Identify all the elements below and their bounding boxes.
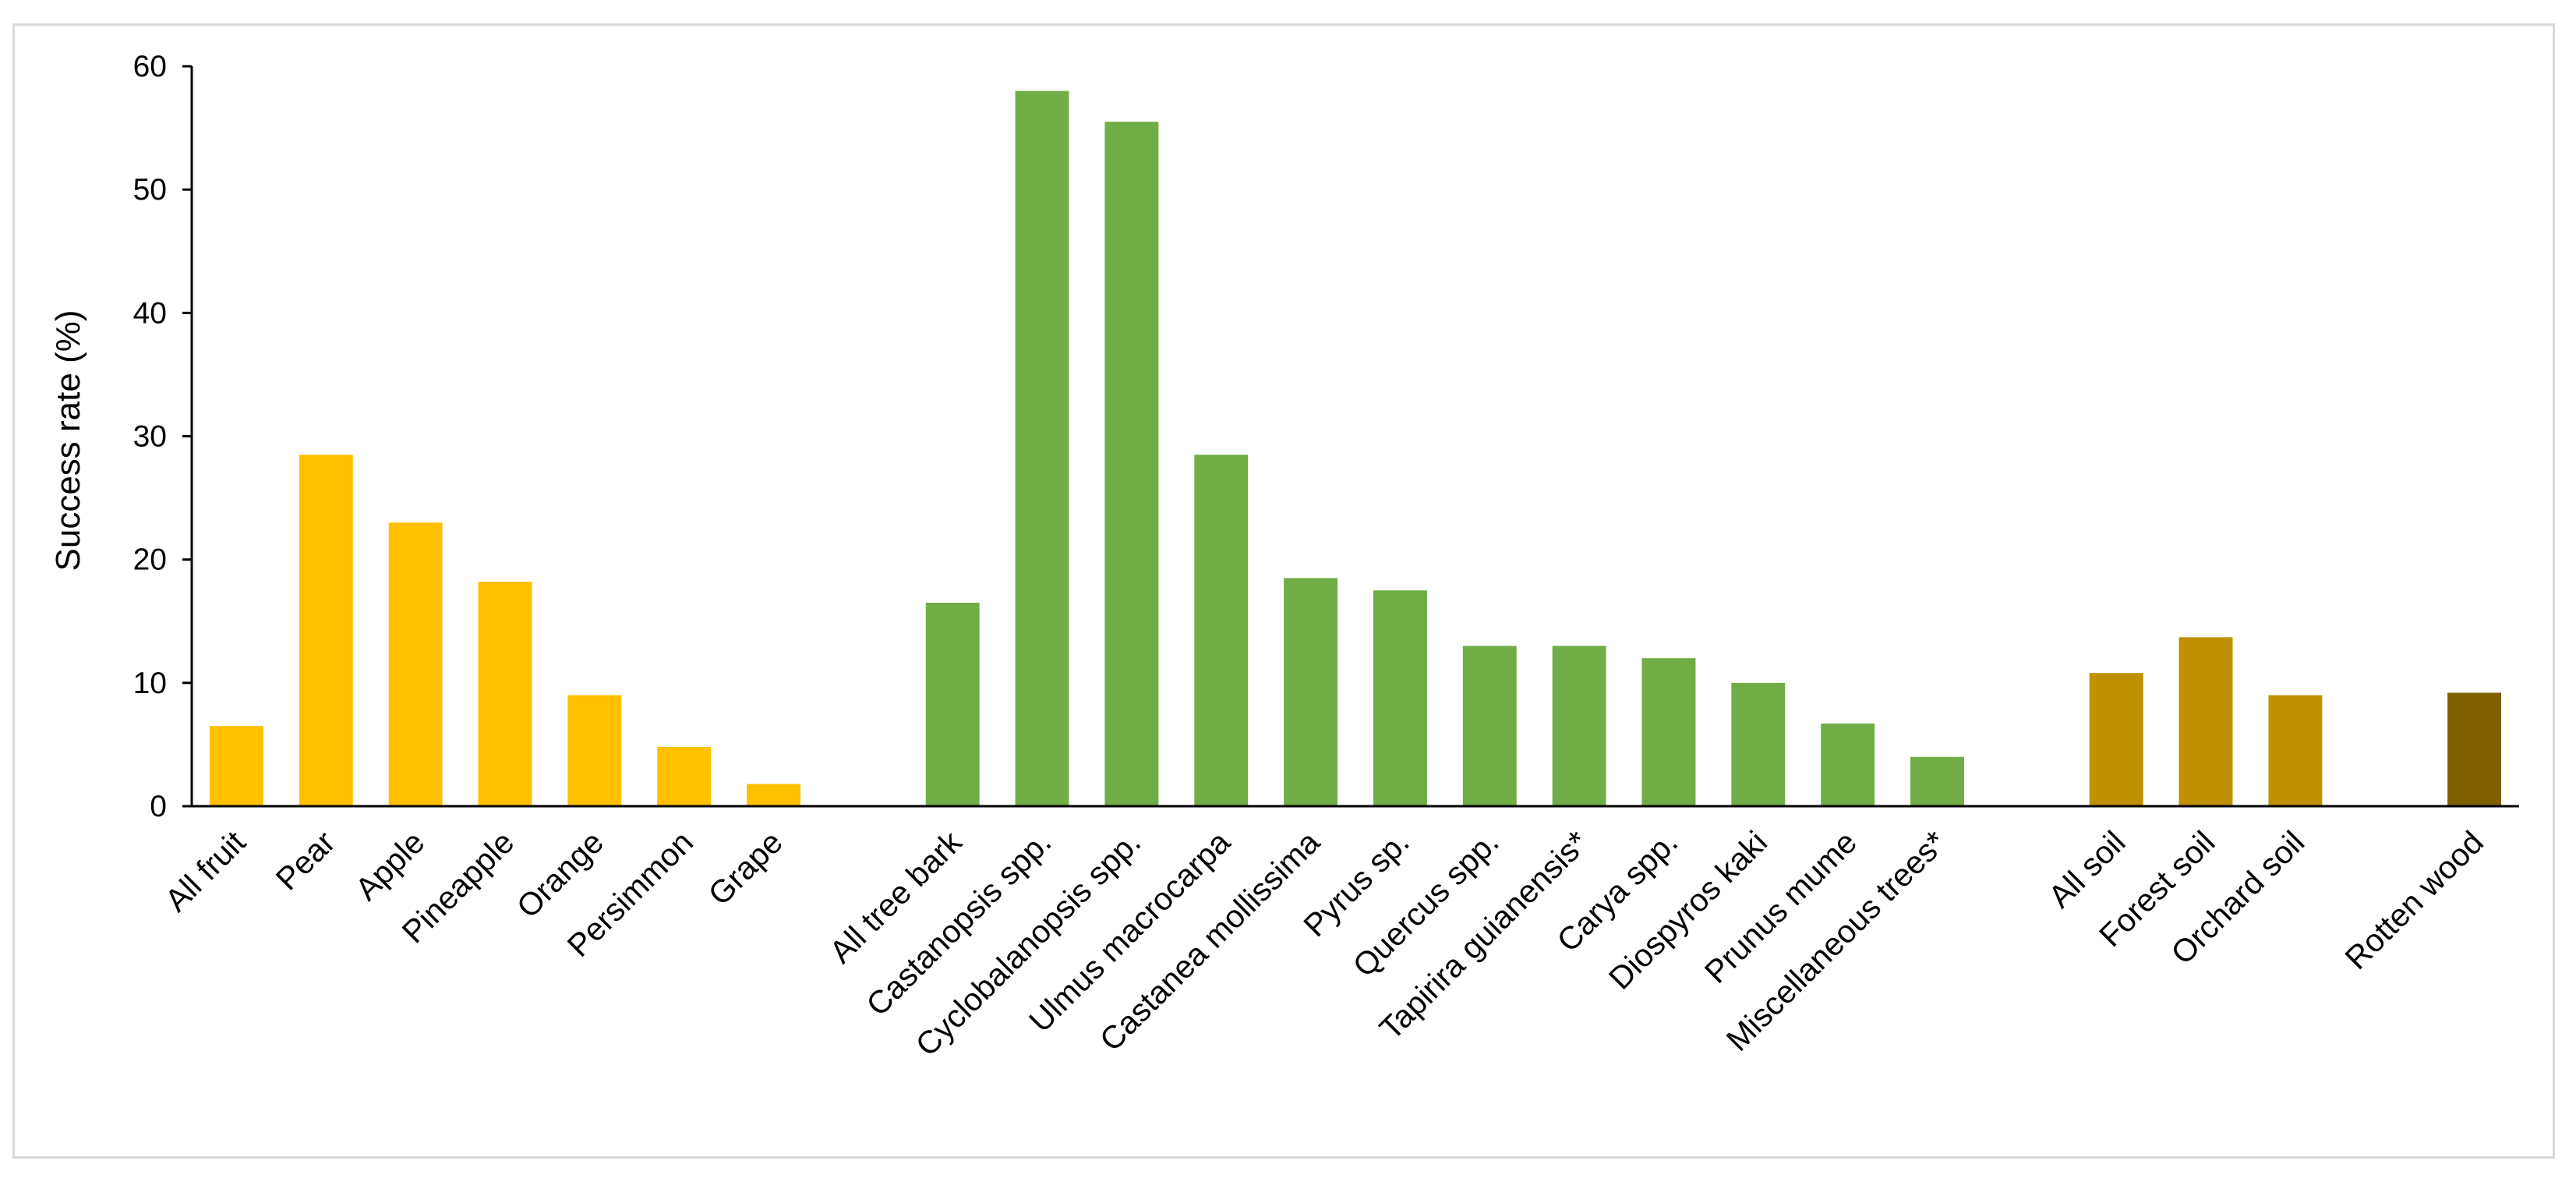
bar-orchard-soil <box>2268 695 2323 806</box>
bar-pyrus-sp <box>1373 590 1427 806</box>
bar-carya-spp <box>1641 658 1696 806</box>
y-tick-label-60: 60 <box>133 50 167 83</box>
category-label-grape: Grape <box>701 824 790 912</box>
bars-layer <box>209 90 2502 807</box>
bar-persimmon <box>657 747 712 806</box>
bar-castanopsis-spp <box>1015 90 1069 807</box>
bar-diospyros-kaki <box>1731 682 1786 806</box>
bar-tapirira-guianensis <box>1552 646 1606 806</box>
bar-all-soil <box>2089 673 2143 806</box>
category-label-prunus-mume: Prunus mume <box>1698 824 1864 990</box>
bar-apple <box>388 522 443 806</box>
y-tick-label-20: 20 <box>133 543 167 577</box>
y-tick-labels: 0 10 20 30 40 50 60 <box>133 50 167 823</box>
bar-grape <box>747 784 800 806</box>
category-label-rotten-wood: Rotten wood <box>2338 824 2490 976</box>
y-tick-label-30: 30 <box>133 420 167 454</box>
bar-castanea-mollissima <box>1284 578 1338 806</box>
category-label-apple: Apple <box>348 824 432 908</box>
bar-orange <box>567 695 622 806</box>
bar-pear <box>299 455 353 806</box>
axis-layer <box>182 65 2519 808</box>
y-tick-label-0: 0 <box>150 790 167 823</box>
category-label-diospyros-kaki: Diospyros kaki <box>1602 824 1774 996</box>
y-tick-label-40: 40 <box>133 296 167 330</box>
bar-rotten-wood <box>2447 692 2502 806</box>
bar-forest-soil <box>2178 637 2233 806</box>
bar-quercus-spp <box>1462 646 1517 806</box>
x-category-labels: All fruit Pear ApplePineappleOrangePersimm… <box>158 823 2490 1063</box>
bar-cyclobalanopsis-spp <box>1104 122 1159 807</box>
category-label-all-fruit: All fruit <box>158 823 253 918</box>
bar-all-fruit <box>209 726 263 806</box>
bar-miscellaneous-trees <box>1910 756 1964 806</box>
bar-all-tree-bark <box>925 603 980 806</box>
bar-pineapple <box>478 582 532 806</box>
y-axis-title: Success rate (%) <box>49 310 87 572</box>
bar-ulmus-macrocarpa <box>1194 455 1249 806</box>
y-tick-label-10: 10 <box>133 667 167 700</box>
y-tick-label-50: 50 <box>133 173 167 207</box>
bar-prunus-mume <box>1821 724 1875 806</box>
category-label-pear: Pear <box>269 824 342 897</box>
